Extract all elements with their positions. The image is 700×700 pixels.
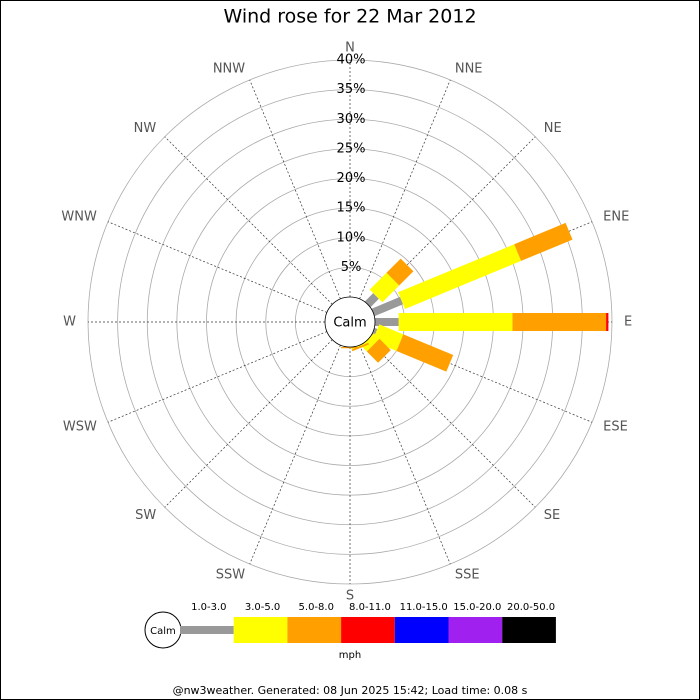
legend-swatch — [287, 617, 342, 643]
direction-label: NNE — [455, 61, 483, 76]
direction-label: E — [624, 315, 632, 330]
calm-label: Calm — [333, 316, 366, 331]
rose-segment — [361, 333, 380, 352]
spoke — [107, 221, 328, 313]
spoke — [164, 136, 333, 305]
legend-swatch — [394, 617, 449, 643]
direction-label: NE — [544, 121, 562, 136]
legend-swatch — [180, 626, 234, 634]
spoke — [359, 79, 451, 300]
spoke — [107, 331, 328, 423]
direction-label: SE — [544, 508, 560, 523]
rose-segment — [371, 296, 404, 317]
direction-label: NNW — [213, 61, 245, 76]
direction-label: SSW — [216, 568, 246, 583]
direction-label: SW — [135, 508, 156, 523]
rose-segment — [514, 222, 573, 261]
rose-segment — [398, 313, 513, 331]
legend-label: 1.0-3.0 — [191, 602, 226, 613]
rose-segment — [396, 334, 454, 372]
direction-label: ENE — [603, 210, 629, 225]
r-tick-label: 20% — [337, 171, 366, 186]
legend-label: 20.0-50.0 — [507, 602, 555, 613]
legend-calm-label: Calm — [150, 626, 176, 637]
direction-label: W — [63, 315, 76, 330]
spoke — [372, 331, 593, 423]
footer: @nw3weather. Generated: 08 Jun 2025 15:4… — [173, 684, 528, 697]
r-tick-label: 30% — [337, 112, 366, 127]
rose-segment — [372, 324, 404, 351]
spoke — [164, 339, 333, 508]
direction-label: WNW — [61, 210, 97, 225]
legend-swatch — [341, 617, 395, 643]
direction-label: SSE — [455, 568, 480, 583]
legend-label: 3.0-5.0 — [245, 602, 280, 613]
r-tick-label: 15% — [337, 201, 366, 216]
legend-label: 8.0-11.0 — [349, 602, 391, 613]
spoke — [367, 339, 536, 508]
spoke — [367, 136, 536, 305]
rose-segment — [606, 313, 609, 331]
direction-label: N — [345, 41, 355, 56]
direction-label: ESE — [603, 419, 628, 434]
legend-label: 11.0-15.0 — [400, 602, 448, 613]
calm-circle — [324, 296, 376, 348]
legend-swatch — [502, 617, 556, 643]
legend-swatch — [233, 617, 288, 643]
rose-segment — [375, 318, 399, 326]
legend-swatch — [448, 617, 503, 643]
r-tick-label: 25% — [337, 141, 366, 156]
chart-title: Wind rose for 22 Mar 2012 — [223, 6, 476, 28]
rose-segment — [351, 342, 369, 352]
r-tick-label: 40% — [337, 53, 366, 68]
spoke — [249, 344, 341, 565]
direction-label: WSW — [63, 419, 97, 434]
rose-segment — [366, 338, 391, 363]
legend-unit: mph — [339, 650, 361, 661]
rose-segment — [364, 293, 379, 308]
legend-label: 15.0-20.0 — [453, 602, 501, 613]
r-tick-label: 10% — [337, 230, 366, 245]
rose-segment — [512, 313, 607, 331]
direction-label: NW — [134, 121, 157, 136]
rose-segment — [341, 347, 359, 349]
spoke — [249, 79, 341, 300]
r-tick-label: 35% — [337, 82, 366, 97]
spoke — [359, 344, 451, 565]
rose-segment — [369, 272, 400, 303]
direction-label: S — [346, 589, 354, 604]
r-tick-label: 5% — [341, 260, 362, 275]
legend-label: 5.0-8.0 — [299, 602, 334, 613]
rose-segment — [398, 244, 522, 309]
rose-segment — [386, 258, 414, 286]
